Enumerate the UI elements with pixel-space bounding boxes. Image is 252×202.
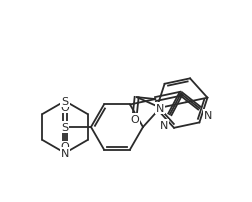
Text: O: O <box>60 142 69 152</box>
Text: S: S <box>61 97 68 106</box>
Text: N: N <box>160 120 168 130</box>
Text: N: N <box>204 111 212 121</box>
Text: S: S <box>61 122 68 132</box>
Text: O: O <box>130 115 138 124</box>
Text: N: N <box>155 103 164 113</box>
Text: O: O <box>60 103 69 113</box>
Text: N: N <box>60 148 69 158</box>
